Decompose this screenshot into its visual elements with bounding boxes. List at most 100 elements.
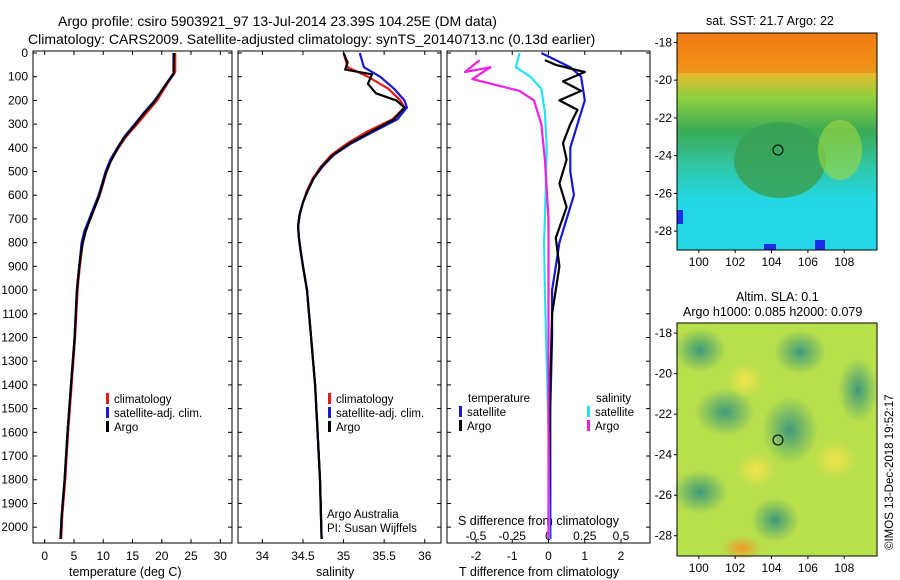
temperature-tick-label: 10 xyxy=(97,549,111,563)
sla-low-blob xyxy=(762,396,818,464)
sla-map xyxy=(672,322,878,560)
legend-swatch-climatology xyxy=(328,393,331,404)
depth-tick-label: 400 xyxy=(8,141,28,155)
sla-map-frame xyxy=(676,322,878,557)
s-difference-tick-label: -0.25 xyxy=(499,529,527,543)
sst-map-lat-label: -22 xyxy=(655,111,673,125)
sla-map-lon-label: 100 xyxy=(689,561,709,575)
series-line-argo xyxy=(59,52,176,540)
sla-map-lon-label: 106 xyxy=(798,561,818,575)
s-difference-tick-label: 0.5 xyxy=(613,529,630,543)
sla-low-blob xyxy=(672,470,728,514)
temperature-tick-label: 20 xyxy=(155,549,169,563)
difference-profiles xyxy=(464,52,586,540)
sst-map-lon-label: 102 xyxy=(725,255,745,269)
sla-map-lat-label: -24 xyxy=(655,448,673,462)
depth-tick-label: 1600 xyxy=(1,425,28,439)
series-line-climatology xyxy=(297,52,406,540)
sla-high-blob xyxy=(727,362,763,398)
depth-tick-label: 1200 xyxy=(1,330,28,344)
depth-tick-label: 700 xyxy=(8,212,28,226)
credit-line-2: PI: Susan Wijffels xyxy=(327,523,417,535)
legend-label-climatology: climatology xyxy=(114,394,172,406)
legend-label-satellite: satellite-adj. clim. xyxy=(336,408,424,420)
depth-tick-label: 800 xyxy=(8,236,28,250)
depth-tick-label: 1100 xyxy=(2,307,28,321)
t-difference-tick-label: -2 xyxy=(471,549,482,563)
sla-low-blob xyxy=(774,330,826,374)
title-line-1: Argo profile: csiro 5903921_97 13-Jul-20… xyxy=(58,13,497,29)
depth-tick-label: 1000 xyxy=(1,283,28,297)
series-line-satellite-adj-clim- xyxy=(297,52,408,540)
credit-line-1: Argo Australia xyxy=(327,509,399,521)
t-difference-tick-label: 1 xyxy=(581,549,588,563)
sla-map-lon-label: 102 xyxy=(725,561,745,575)
difference-legend: temperature salinity satellite Argo sate… xyxy=(459,393,634,433)
temperature-legend: climatology satellite-adj. clim. Argo xyxy=(106,393,202,434)
sst-map xyxy=(676,32,878,251)
sla-high-blob xyxy=(722,536,762,560)
sst-map-lon-label: 106 xyxy=(798,255,818,269)
float-position-marker xyxy=(772,434,784,446)
series-line-temperature-argo xyxy=(544,59,586,540)
temperature-axis-label: temperature (deg C) xyxy=(69,565,182,579)
salinity-tick-label: 35 xyxy=(337,549,351,563)
t-difference-tick-label: -1 xyxy=(507,549,518,563)
imos-timestamp: ©IMOS 13-Dec-2018 19:52:17 xyxy=(884,394,896,550)
temperature-x-axis: 0 5 10 15 20 25 30 xyxy=(41,51,227,563)
legend-swatch-s-argo xyxy=(587,420,590,431)
sst-patch xyxy=(818,120,862,180)
sst-map-lon-label: 108 xyxy=(834,255,854,269)
sla-map-axes: -18 -20 -22 -24 -26 -28 100 102 104 106 108 xyxy=(655,326,855,575)
depth-tick-label: 100 xyxy=(8,70,28,84)
depth-tick-label: 600 xyxy=(8,188,28,202)
sla-map-lon-label: 104 xyxy=(762,561,782,575)
legend-swatch-argo xyxy=(328,421,331,432)
sla-map-lon-label: 108 xyxy=(834,561,854,575)
sst-north-band xyxy=(677,33,877,73)
sst-map-lat-label: -20 xyxy=(655,73,673,87)
depth-tick-label: 1300 xyxy=(1,354,28,368)
t-difference-tick-label: 2 xyxy=(618,549,625,563)
sla-map-lat-label: -18 xyxy=(655,326,673,340)
depth-tick-label: 1900 xyxy=(1,496,28,510)
sst-map-axes: -18 -20 -22 -24 -26 -28 100 102 104 106 108 xyxy=(655,35,855,269)
depth-tick-label: 2000 xyxy=(1,520,28,534)
depth-axis: 0 100 200 300 400 500 600 700 800 900 1000 1100 1200… xyxy=(1,46,650,534)
temperature-tick-label: 0 xyxy=(41,549,48,563)
sst-map-lat-label: -28 xyxy=(655,224,673,238)
sst-map-title: sat. SST: 21.7 Argo: 22 xyxy=(706,14,834,28)
depth-tick-label: 500 xyxy=(8,165,28,179)
salinity-tick-label: 34 xyxy=(256,549,270,563)
t-difference-tick-label: 0 xyxy=(545,549,552,563)
salinity-profiles xyxy=(297,52,408,540)
temperature-panel-frame xyxy=(32,50,233,544)
legend-swatch-t-argo xyxy=(459,420,462,431)
depth-tick-label: 0 xyxy=(21,46,28,60)
sst-map-lon-label: 104 xyxy=(762,255,782,269)
depth-tick-label: 1400 xyxy=(1,378,28,392)
salinity-x-axis: 34 34.5 35 35.5 36 xyxy=(256,51,432,563)
sla-low-blob xyxy=(695,388,755,436)
depth-tick-label: 900 xyxy=(8,259,28,273)
legend-label-t-satellite: satellite xyxy=(467,407,506,419)
series-line-argo xyxy=(297,52,406,540)
sla-low-blob xyxy=(674,328,726,372)
legend-swatch-t-satellite xyxy=(459,406,462,417)
sla-map-lat-label: -28 xyxy=(655,529,673,543)
s-difference-axis-label: S difference from climatology xyxy=(458,514,620,528)
temperature-profiles xyxy=(59,52,177,540)
legend-swatch-satellite xyxy=(328,407,331,418)
t-difference-x-axis: -2 -1 0 1 2 xyxy=(471,51,625,563)
float-position-marker xyxy=(772,144,784,156)
sla-high-blob xyxy=(736,452,776,488)
series-line-climatology xyxy=(60,53,177,540)
salinity-panel-frame xyxy=(237,50,442,544)
temperature-tick-label: 5 xyxy=(71,549,78,563)
depth-tick-label: 1700 xyxy=(1,449,28,463)
legend-label-argo: Argo xyxy=(114,422,138,434)
depth-tick-label: 200 xyxy=(8,93,28,107)
series-line-salinity-argo xyxy=(464,59,550,539)
legend-title-salinity: salinity xyxy=(596,393,631,405)
